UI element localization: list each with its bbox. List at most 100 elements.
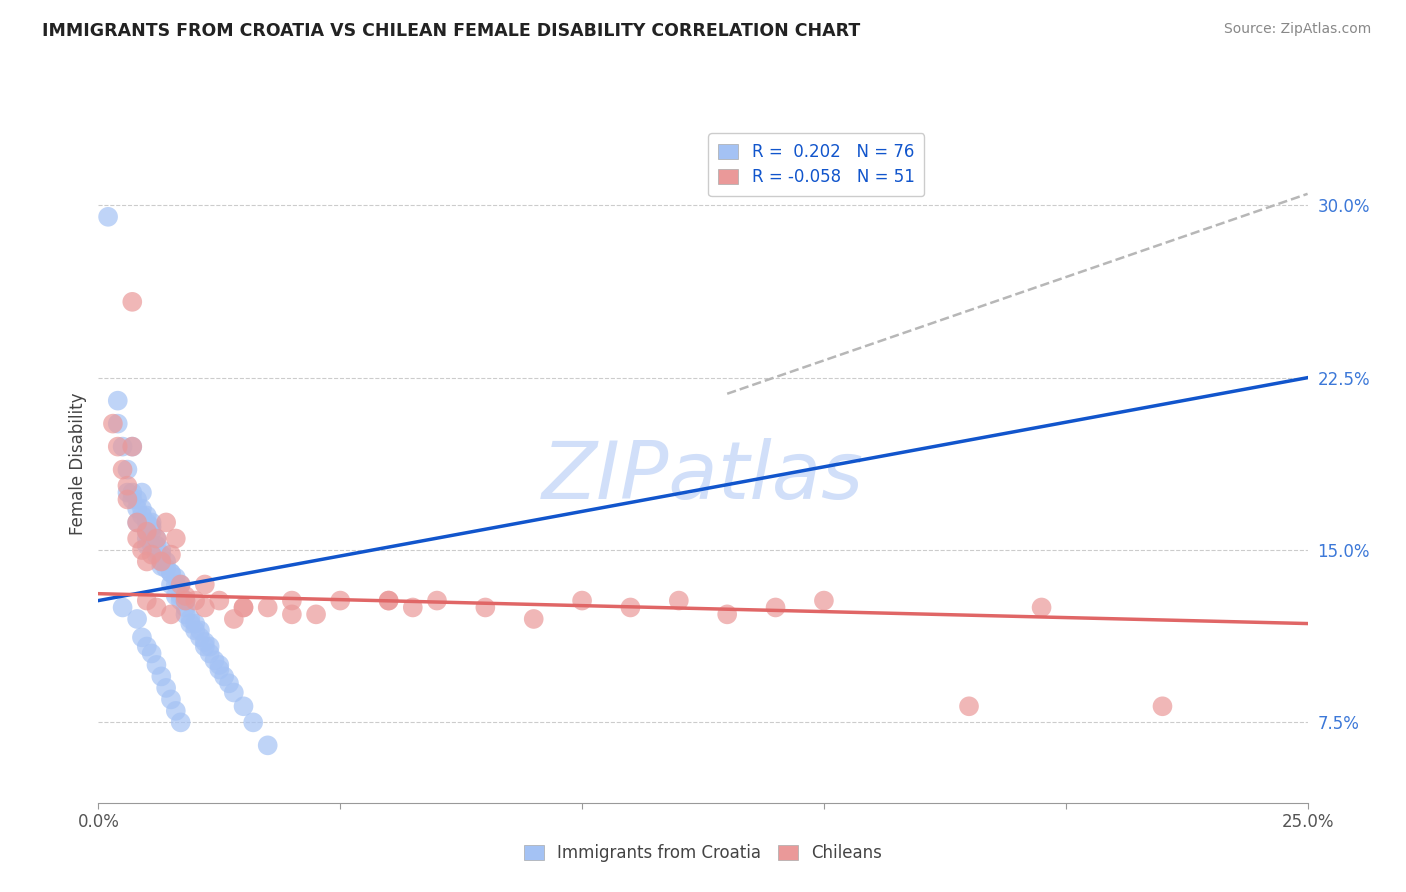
Point (194, 640, 217, 654)
Point (155, 561, 177, 575)
Point (145, 538, 167, 552)
Point (169, 715, 191, 730)
Point (160, 566, 183, 580)
Point (155, 554, 177, 568)
Point (174, 589, 197, 603)
Point (619, 600, 641, 615)
Point (141, 516, 163, 530)
Point (107, 393, 129, 408)
Point (179, 616, 201, 631)
Point (242, 715, 264, 730)
Point (150, 554, 173, 568)
Point (127, 516, 149, 530)
Point (145, 543, 167, 558)
Point (222, 685, 245, 699)
Point (174, 593, 197, 607)
Point (111, 462, 134, 476)
Text: ZIPatlas: ZIPatlas (541, 438, 865, 516)
Point (194, 600, 217, 615)
Point (127, 612, 149, 626)
Text: Source: ZipAtlas.com: Source: ZipAtlas.com (1223, 22, 1371, 37)
Point (169, 593, 191, 607)
Point (150, 554, 173, 568)
Point (121, 294, 143, 309)
Point (523, 612, 546, 626)
Point (174, 607, 197, 622)
Point (101, 417, 124, 431)
Point (813, 593, 835, 607)
Point (135, 640, 157, 654)
Point (305, 607, 328, 622)
Point (150, 669, 173, 683)
Point (256, 600, 278, 615)
Point (1031, 600, 1053, 615)
Point (194, 635, 217, 649)
Point (1152, 699, 1174, 714)
Point (160, 548, 183, 562)
Point (111, 600, 134, 615)
Point (145, 600, 167, 615)
Point (145, 657, 167, 672)
Point (165, 532, 187, 546)
Point (131, 508, 153, 523)
Point (135, 524, 157, 539)
Point (281, 607, 304, 622)
Point (165, 577, 187, 591)
Point (135, 532, 157, 546)
Point (765, 600, 787, 615)
Point (174, 600, 197, 615)
Point (402, 600, 425, 615)
Point (208, 593, 231, 607)
Point (141, 524, 163, 539)
Point (256, 739, 278, 753)
Point (188, 624, 211, 638)
Point (155, 681, 177, 695)
Point (165, 704, 187, 718)
Point (141, 647, 163, 661)
Point (232, 600, 254, 615)
Point (232, 600, 254, 615)
Point (131, 501, 153, 516)
Point (121, 440, 143, 454)
Point (135, 593, 157, 607)
Point (212, 669, 235, 683)
Point (198, 640, 221, 654)
Point (194, 577, 217, 591)
Point (377, 593, 399, 607)
Point (426, 593, 449, 607)
Point (135, 508, 157, 523)
Point (127, 492, 149, 507)
Point (145, 532, 167, 546)
Point (117, 492, 139, 507)
Point (111, 440, 134, 454)
Point (141, 538, 163, 552)
Point (121, 440, 143, 454)
Point (160, 577, 183, 591)
Point (145, 548, 167, 562)
Point (127, 516, 149, 530)
Point (135, 524, 157, 539)
Point (117, 485, 139, 500)
Point (208, 663, 231, 677)
Point (957, 699, 980, 714)
Point (184, 593, 207, 607)
Point (150, 548, 173, 562)
Point (117, 462, 139, 476)
Point (474, 600, 496, 615)
Point (150, 559, 173, 574)
Point (179, 612, 201, 626)
Point (204, 653, 226, 667)
Point (165, 571, 187, 585)
Point (198, 647, 221, 661)
Point (121, 485, 143, 500)
Point (117, 478, 139, 492)
Point (174, 593, 197, 607)
Point (208, 657, 231, 672)
Point (160, 692, 183, 706)
Point (131, 631, 153, 645)
Point (127, 532, 149, 546)
Point (145, 532, 167, 546)
Point (150, 543, 173, 558)
Point (281, 593, 304, 607)
Point (218, 676, 240, 690)
